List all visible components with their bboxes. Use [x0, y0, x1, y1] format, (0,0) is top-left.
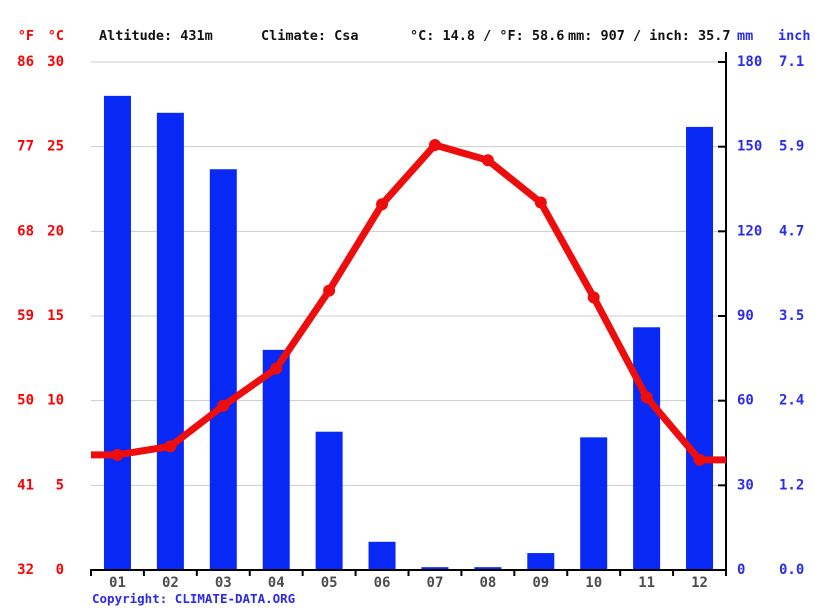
inch-axis-label-5.9: 5.9 [779, 139, 804, 155]
copyright-line: Copyright: CLIMATE-DATA.ORG [92, 591, 295, 606]
climate-class-label: Climate: Csa [261, 28, 359, 44]
c-axis-label-15: 15 [47, 308, 64, 324]
f-axis-label-59: 59 [17, 308, 34, 324]
c-axis-label-5: 5 [56, 477, 64, 493]
bar-month-04 [262, 349, 290, 570]
inch-axis-label-0.0: 0.0 [779, 562, 804, 578]
x-axis-label-12: 12 [691, 575, 708, 591]
bar-month-06 [368, 541, 396, 570]
bar-month-11 [633, 327, 661, 570]
temp-marker-01 [111, 448, 124, 461]
mm-axis-label-150: 150 [737, 139, 762, 155]
c-axis-label-0: 0 [56, 562, 64, 578]
temp-marker-02 [164, 440, 177, 453]
x-axis-label-03: 03 [215, 575, 232, 591]
inch-axis-label-4.7: 4.7 [779, 223, 804, 239]
x-axis-label-06: 06 [374, 575, 391, 591]
inch-axis-label-2.4: 2.4 [779, 393, 804, 409]
x-axis-label-04: 04 [268, 575, 285, 591]
c-axis-label-25: 25 [47, 139, 64, 155]
mm-axis-label-0: 0 [737, 562, 745, 578]
bar-month-05 [315, 431, 343, 570]
fahrenheit-axis-title: °F [17, 28, 34, 44]
c-axis-label-30: 30 [47, 54, 64, 70]
x-axis-label-02: 02 [162, 575, 179, 591]
x-axis-label-01: 01 [109, 575, 126, 591]
x-axis-label-11: 11 [638, 575, 655, 591]
mm-axis-label-180: 180 [737, 54, 762, 70]
inch-axis-label-1.2: 1.2 [779, 477, 804, 493]
temp-marker-12 [693, 453, 706, 466]
copyright-label: Copyright: [92, 591, 175, 606]
temp-marker-07 [428, 138, 441, 151]
celsius-axis-title: °C [47, 28, 64, 44]
mm-axis-label-120: 120 [737, 223, 762, 239]
x-axis-label-05: 05 [321, 575, 338, 591]
temp-marker-06 [376, 198, 389, 211]
inch-axis-label-7.1: 7.1 [779, 54, 804, 70]
temp-marker-08 [481, 154, 494, 167]
mm-axis-label-30: 30 [737, 477, 754, 493]
climate-data-org-link[interactable]: CLIMATE-DATA.ORG [174, 591, 296, 606]
x-axis-label-07: 07 [427, 575, 444, 591]
f-axis-label-77: 77 [17, 139, 34, 155]
total-precipitation-label: mm: 907 / inch: 35.7 [568, 28, 731, 44]
x-axis-label-08: 08 [479, 575, 496, 591]
mean-temperature-label: °C: 14.8 / °F: 58.6 [410, 28, 565, 44]
bar-month-07 [421, 567, 449, 570]
x-axis-label-09: 09 [532, 575, 549, 591]
bar-month-02 [156, 112, 184, 571]
c-axis-label-10: 10 [47, 393, 64, 409]
f-axis-label-50: 50 [17, 393, 34, 409]
inch-axis-label-3.5: 3.5 [779, 308, 804, 324]
mm-axis-title: mm [737, 28, 754, 44]
f-axis-label-41: 41 [17, 477, 34, 493]
temperature-line [91, 141, 726, 464]
c-axis-label-20: 20 [47, 223, 64, 239]
f-axis-label-86: 86 [17, 54, 34, 70]
bar-month-08 [474, 567, 502, 570]
bar-month-10 [580, 437, 608, 570]
f-axis-label-32: 32 [17, 562, 34, 578]
mm-axis-label-90: 90 [737, 308, 754, 324]
bar-month-12 [686, 126, 714, 571]
temp-marker-10 [587, 291, 600, 304]
bar-month-01 [103, 95, 131, 570]
f-axis-label-68: 68 [17, 223, 34, 239]
temp-marker-03 [217, 399, 230, 412]
inch-axis-title: inch [778, 28, 811, 44]
bar-month-09 [527, 553, 555, 570]
temp-marker-04 [270, 362, 283, 375]
altitude-label: Altitude: 431m [99, 28, 213, 44]
temp-marker-05 [323, 284, 336, 297]
x-axis-label-10: 10 [585, 575, 602, 591]
temp-marker-09 [534, 196, 547, 209]
mm-axis-label-60: 60 [737, 393, 754, 409]
bar-month-03 [209, 169, 237, 570]
temp-marker-11 [640, 391, 653, 404]
